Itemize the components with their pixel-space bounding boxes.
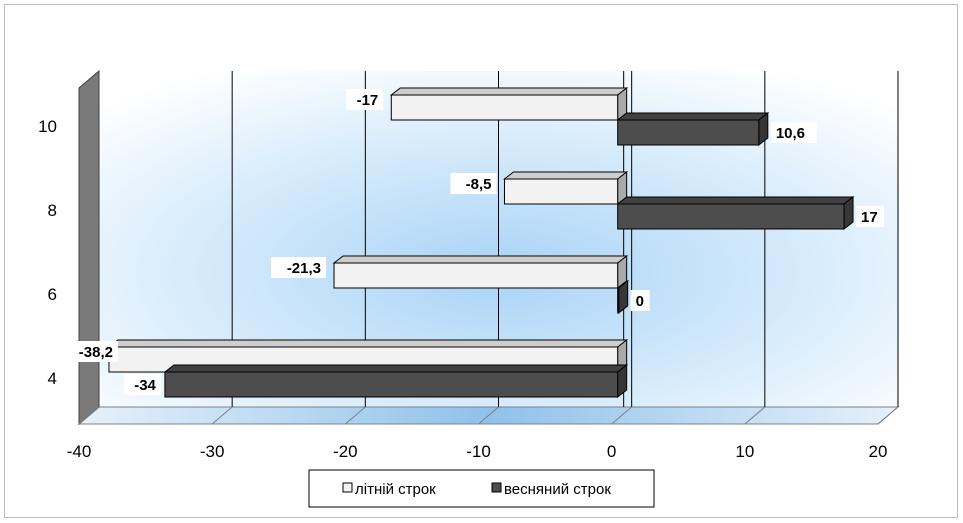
data-label-summer-4: -38,2 [79, 344, 113, 361]
chart-frame [4, 4, 958, 518]
x-tick-label: -30 [200, 442, 225, 461]
data-label-spring-6-bg [630, 290, 650, 311]
bar-spring-10 [616, 111, 770, 147]
floor-gridline [78, 406, 100, 425]
floor-gridline [478, 406, 499, 425]
data-label-summer-10: -17 [357, 92, 379, 109]
data-label-summer-6-bg [271, 257, 327, 278]
legend-swatch-summer [342, 482, 353, 493]
data-label-summer-10-bg [346, 89, 384, 110]
data-label-summer-8: -8,5 [466, 176, 492, 193]
data-label-spring-6: 0 [636, 293, 644, 310]
bar-summer-8 [503, 170, 629, 206]
x-tick-label: 20 [869, 442, 888, 461]
y-tick-label-8: 8 [48, 201, 57, 220]
data-label-summer-8-bg [450, 173, 497, 194]
floor-gridline [877, 406, 899, 425]
x-tick-label: -20 [333, 442, 358, 461]
floor-gridline [744, 406, 766, 425]
data-label-spring-4: -34 [134, 377, 156, 394]
floor-gridline [611, 406, 632, 425]
legend-label-summer: літній строк [355, 481, 436, 498]
bar-spring-4 [163, 363, 629, 399]
data-label-spring-8-bg [856, 206, 885, 227]
bar-spring-6 [616, 279, 630, 315]
data-label-summer-6: -21,3 [287, 260, 321, 277]
data-label-spring-4-bg [123, 374, 161, 395]
x-tick-label: 0 [607, 442, 616, 461]
y-tick-label-6: 6 [48, 285, 57, 304]
legend: літній строк весняний строк [308, 469, 655, 508]
y-tick-label-10: 10 [38, 117, 57, 136]
y-tick-label-4: 4 [48, 369, 57, 388]
side-wall [78, 69, 100, 426]
floor-gridline [345, 406, 366, 425]
x-tick-label: -10 [466, 442, 491, 461]
bar-summer-10 [389, 86, 629, 122]
data-label-spring-10-bg [770, 122, 817, 143]
data-label-spring-10: 10,6 [776, 125, 805, 142]
x-tick-label: -40 [67, 442, 92, 461]
legend-label-spring: весняний строк [504, 481, 611, 498]
floor-gridline [211, 406, 233, 425]
legend-swatch-spring [491, 482, 502, 493]
data-label-spring-8: 17 [861, 209, 878, 226]
bar-spring-8 [616, 195, 855, 231]
data-label-summer-4-bg [63, 341, 118, 362]
x-tick-label: 10 [735, 442, 754, 461]
bar-summer-6 [332, 254, 629, 290]
